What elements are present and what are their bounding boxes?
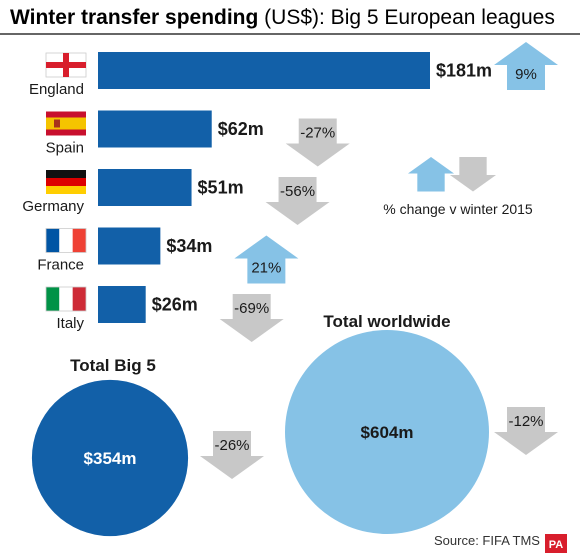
bar-germany [98,169,192,206]
bubble-title-worldwide: Total worldwide [323,312,450,331]
legend-label: % change v winter 2015 [383,201,533,217]
change-arrow-italy [219,294,284,342]
bubble-value-worldwide: $604m [361,423,414,442]
category-label-england: England [29,81,84,98]
bar-chart: England $181m 9% Spain $62m -27% Germany $51m -5… [22,42,558,342]
category-label-germany: Germany [22,198,84,215]
change-arrow-england [494,42,558,90]
bar-england [98,52,430,89]
chart-title: Winter transfer spending (US$): Big 5 Eu… [10,6,555,29]
source-note: Source: FIFA TMS [434,533,540,548]
bubble-big5 [31,379,189,537]
legend: % change v winter 2015 [383,157,533,217]
value-label-germany: $51m [198,178,244,198]
value-label-france: $34m [166,236,212,256]
bar-france [98,227,161,265]
spain-flag-icon [46,111,86,136]
bubble-title-big5: Total Big 5 [70,356,156,375]
germany-flag-icon [46,170,86,194]
svg-text:PA: PA [549,539,564,551]
value-label-spain: $62m [218,119,264,139]
change-label-england: 9% [515,66,537,83]
bar-spain [98,110,212,148]
change-arrow-france [234,235,299,284]
france-flag-icon [45,228,87,253]
change-arrow-germany [265,177,330,225]
change-arrow-worldwide [494,407,558,455]
legend-down-arrow [449,157,497,192]
change-label-germany: -56% [280,183,315,200]
category-label-france: France [37,257,84,274]
change-arrow-spain [285,118,350,167]
bubble-change-big5: -26% [214,437,249,454]
totals-bubbles: Total Big 5 $354m -26% Total worldwide $604m… [31,312,558,537]
change-label-france: 21% [251,260,281,277]
change-arrow-big5 [200,431,264,479]
legend-up-arrow [407,157,455,192]
value-label-england: $181m [436,61,492,81]
change-label-spain: -27% [300,125,335,142]
bubble-worldwide [285,330,489,534]
category-label-italy: Italy [56,315,84,332]
chart-title-bold: Winter transfer spending [10,6,258,29]
italy-flag-icon [45,286,87,312]
change-label-italy: -69% [234,300,269,317]
chart-title-rest: (US$): Big 5 European leagues [258,6,555,29]
bubble-change-worldwide: -12% [508,413,543,430]
bubble-value-big5: $354m [84,449,137,468]
england-flag-icon [45,52,87,78]
category-label-spain: Spain [46,140,84,157]
bar-italy [98,286,146,323]
pa-logo: PA [545,534,567,553]
value-label-italy: $26m [152,295,198,315]
